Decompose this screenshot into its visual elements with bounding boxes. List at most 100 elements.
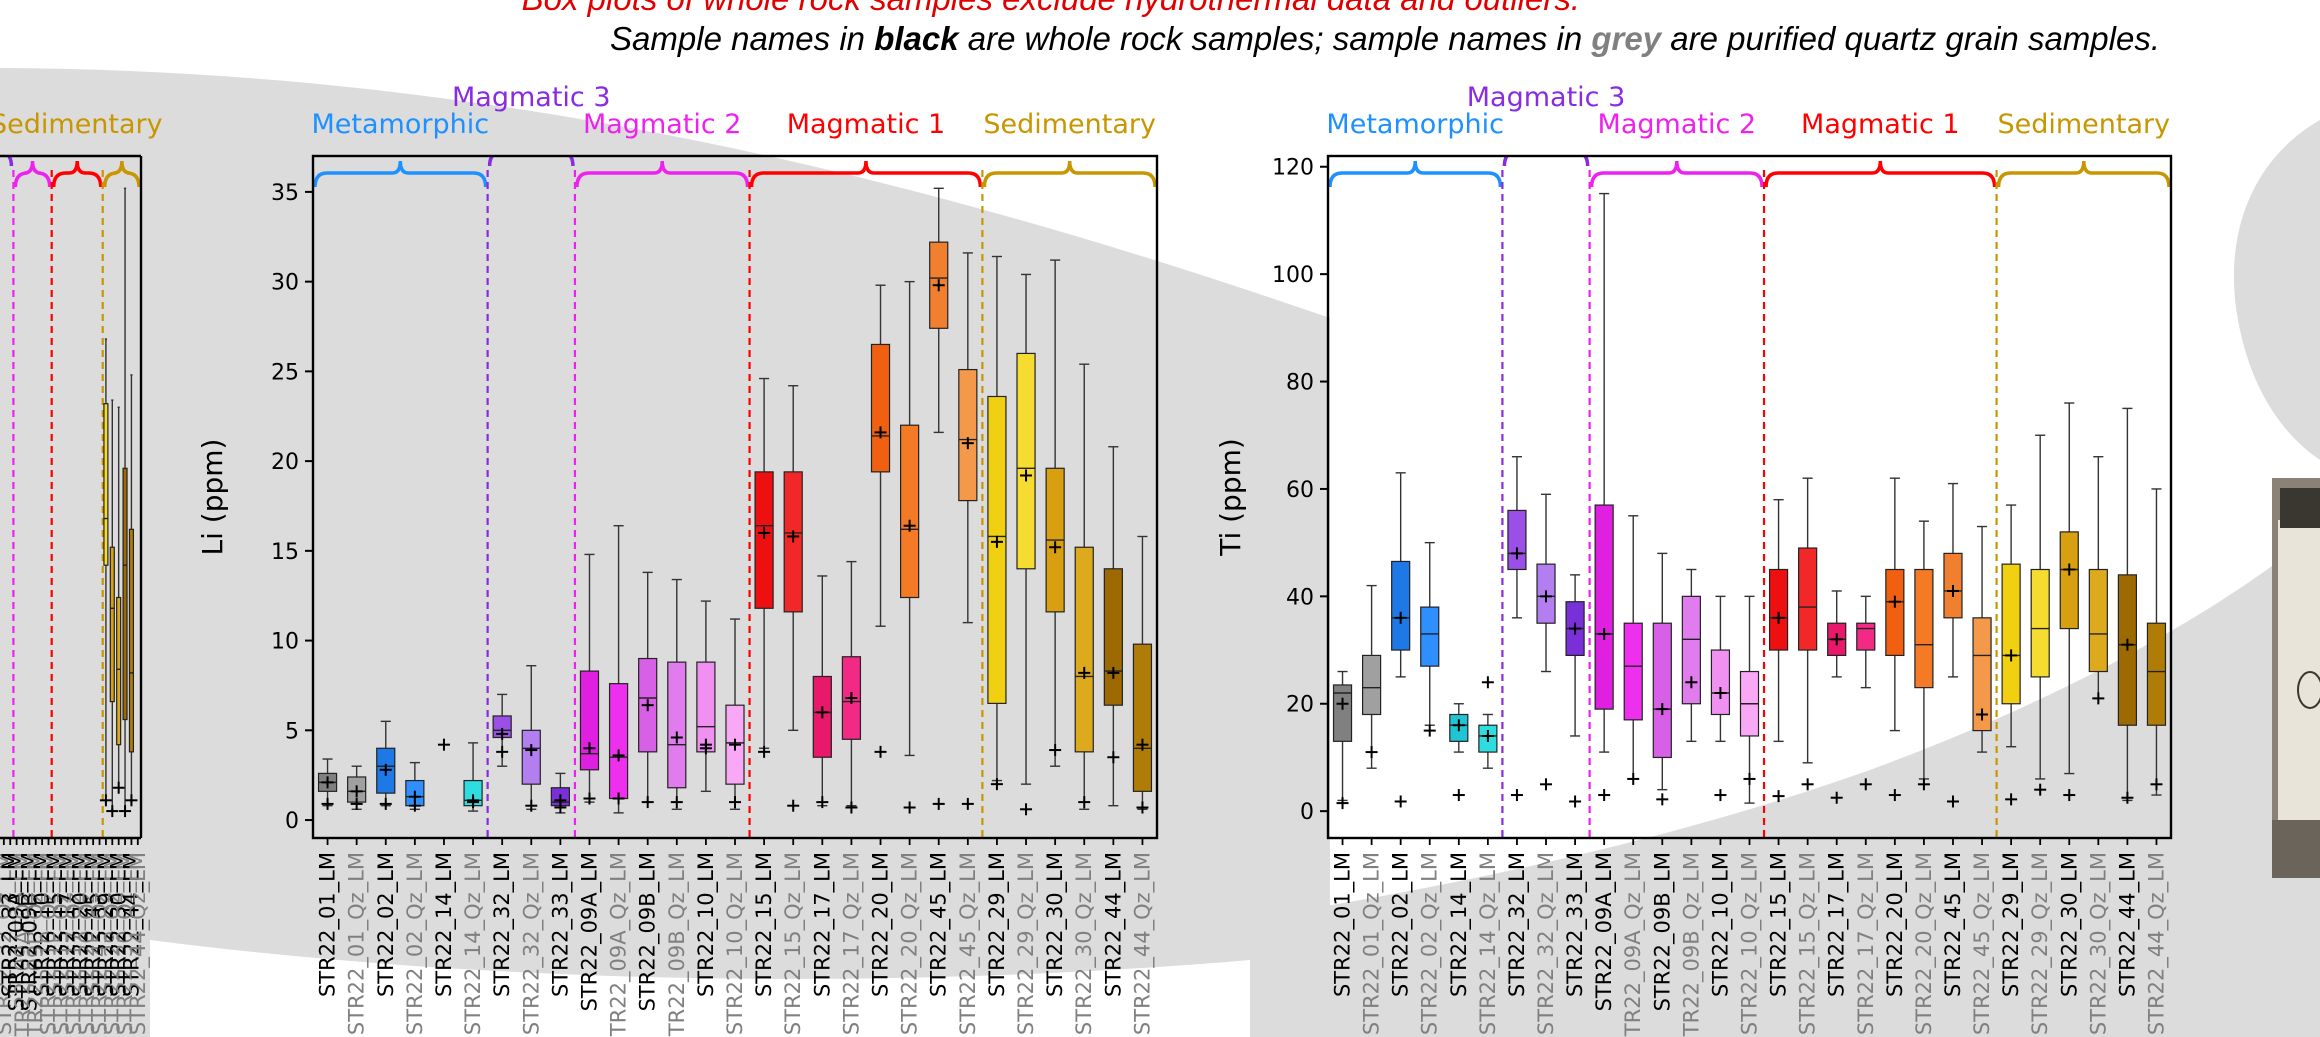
ytick-label-1: 20 (1286, 693, 1314, 718)
box-body (521, 729, 541, 785)
category-label-7: STR22_32_Qz_LM (1534, 852, 1559, 1035)
group-brace-1 (1502, 156, 1590, 167)
category-label-16: STR22_15_Qz_LM (1796, 852, 1821, 1035)
box-STR22_01_LM (1332, 670, 1353, 810)
header-note-black: Sample names in black are whole rock sam… (610, 20, 2160, 57)
box-STR22_10_LM (1710, 595, 1731, 802)
box-body (1594, 504, 1614, 710)
box-body (1681, 595, 1701, 705)
box-body (128, 528, 135, 753)
header-note-red: Box plots of whole rock samples exclude … (522, 0, 1580, 17)
box-STR22_15_Qz_LM (1798, 477, 1818, 791)
category-label-14: STR22_10_Qz_LM (1738, 852, 1763, 1035)
group-label-0: Metamorphic (1326, 109, 1504, 140)
group-brace-0 (313, 160, 488, 188)
category-label-5: STR22_14_Qz_LM (1476, 852, 1501, 1035)
group-brace-3 (1764, 160, 1997, 188)
header-note-part-1: black (874, 20, 960, 57)
box-body (109, 546, 115, 703)
category-label-21: STR22_45_LM (927, 852, 952, 997)
box-body (1798, 547, 1818, 651)
group-brace-4 (982, 160, 1157, 188)
category-label-9: STR22_09A_LM (577, 852, 602, 1011)
box-STR22_29_LM (2001, 504, 2021, 806)
box-STR22_29_Qz_LM (99, 338, 112, 807)
ytick-label-5: 25 (271, 360, 299, 385)
group-brace-2 (575, 160, 750, 188)
box-STR22_09B_LM (1652, 552, 1672, 806)
ytick-label-0: 0 (1300, 800, 1314, 825)
box-body (1885, 568, 1905, 657)
category-label-1: STR22_01_Qz_LM (345, 852, 370, 1035)
box-STR22_15_LM (1768, 498, 1789, 803)
category-label-1: STR22_01_Qz_LM (1360, 852, 1385, 1035)
box-STR22_32_Qz_LM (1536, 493, 1556, 791)
box-STR22_45_LM (929, 187, 949, 810)
box-STR22_10_Qz_LM (1739, 595, 1760, 804)
category-label-8: STR22_33_LM (0, 852, 23, 997)
box-STR22_20_Qz_LM (1914, 520, 1934, 791)
box-STR22_14_LM (437, 738, 450, 751)
category-label-17: STR22_17_LM (810, 852, 835, 997)
ytick-label-3: 15 (271, 540, 299, 565)
box-STR22_10_Qz_LM (725, 618, 745, 810)
header-note-part-4: are purified quartz grain samples. (1661, 20, 2160, 57)
group-brace-2 (13, 160, 52, 188)
box-body (1914, 568, 1934, 689)
box-STR22_02_LM (376, 720, 396, 810)
category-label-16: STR22_15_Qz_LM (49, 852, 74, 1035)
box-STR22_44_LM (119, 187, 132, 818)
ytick-label-6: 120 (1272, 156, 1314, 181)
group-label-1: Magmatic 3 (452, 82, 611, 113)
box-STR22_09B_LM (638, 571, 658, 809)
category-label-13: STR22_10_LM (1708, 852, 1733, 997)
box-body (116, 596, 122, 746)
box-STR22_20_LM (1885, 477, 1905, 802)
box-STR22_09A_LM (579, 553, 600, 805)
category-label-21: STR22_45_LM (81, 852, 106, 997)
category-label-7: STR22_32_Qz_LM (519, 852, 544, 1035)
category-label-12: STR22_09B_Qz_LM (24, 852, 49, 1037)
category-label-28: STR22_44_Qz_LM (126, 852, 151, 1035)
ytick-label-7: 35 (271, 181, 299, 206)
group-label-2: Magmatic 2 (583, 109, 742, 140)
category-label-10: STR22_09A_Qz_LM (1621, 852, 1646, 1037)
ytick-label-4: 80 (1286, 371, 1314, 396)
box-STR22_01_Qz_LM (1361, 584, 1382, 769)
y-axis-label: Li (ppm) (196, 439, 229, 556)
category-label-26: STR22_30_Qz_LM (113, 852, 138, 1035)
box-body (667, 661, 687, 789)
box-STR22_29_Qz_LM (2030, 434, 2050, 796)
box-STR22_45_Qz_LM (958, 252, 978, 810)
category-label-11: STR22_09B_LM (17, 852, 42, 1011)
category-label-26: STR22_30_Qz_LM (1072, 852, 1097, 1035)
box-body (1856, 622, 1876, 651)
box-STR22_01_LM (317, 758, 338, 810)
category-label-23: STR22_29_LM (94, 852, 119, 997)
box-body (1420, 606, 1440, 667)
group-brace-4 (1996, 160, 2171, 188)
group-label-2: Magmatic 2 (1598, 109, 1757, 140)
category-label-15: STR22_15_LM (752, 852, 777, 997)
chart-li-partial: STR22_32_Qz_LMSTR22_33_LMSTR22_09A_LMSTR… (0, 109, 163, 1037)
box-body (579, 670, 600, 771)
box-STR22_14_Qz_LM (463, 742, 483, 812)
category-label-19: STR22_20_LM (869, 852, 894, 997)
box-STR22_09B_Qz_LM (667, 578, 687, 810)
category-label-20: STR22_20_Qz_LM (1912, 852, 1937, 1035)
category-label-28: STR22_44_Qz_LM (2144, 852, 2169, 1035)
background-circle-arc (2233, 120, 2320, 460)
category-label-14: STR22_10_Qz_LM (37, 852, 62, 1035)
category-label-12: STR22_09B_Qz_LM (1679, 852, 1704, 1037)
ytick-label-2: 10 (271, 630, 299, 655)
box-body (870, 343, 891, 473)
box-STR22_20_LM (870, 284, 891, 758)
box-STR22_09A_Qz_LM (608, 525, 629, 814)
box-STR22_14_LM (1449, 703, 1469, 802)
group-label-partial: Sedimentary (0, 109, 163, 140)
box-body (1391, 560, 1411, 651)
category-label-11: STR22_09B_LM (1650, 852, 1675, 1011)
plot-area (0, 156, 141, 838)
